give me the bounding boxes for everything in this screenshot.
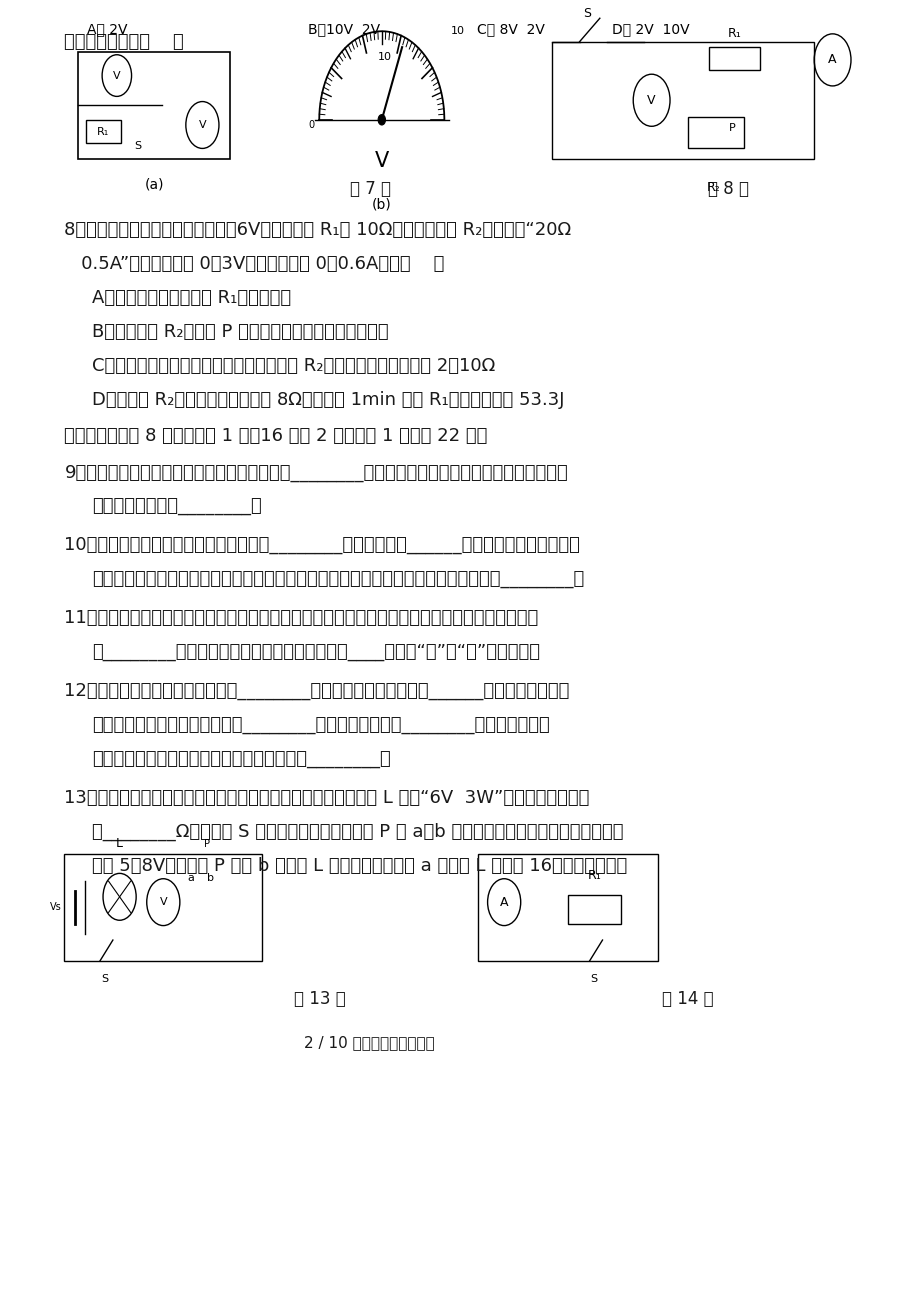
Bar bbox=[551, 42, 813, 159]
Text: P: P bbox=[204, 838, 210, 849]
Text: 接线柱流出，还要注意被测电流不得超过它的________。: 接线柱流出，还要注意被测电流不得超过它的________。 bbox=[92, 750, 391, 768]
Bar bbox=[85, 120, 120, 143]
Text: (a): (a) bbox=[144, 178, 164, 191]
Text: 第 13 题: 第 13 题 bbox=[294, 990, 346, 1008]
Text: R₁: R₁ bbox=[727, 27, 740, 40]
Text: A、电压表测量的是电阵 R₁两端的电压: A、电压表测量的是电阵 R₁两端的电压 bbox=[92, 289, 290, 307]
Text: V: V bbox=[199, 120, 206, 130]
Text: V: V bbox=[159, 897, 167, 907]
Text: 10、能量守恒定律指出：能量既不会凭空________，也不会凭空______，它只能从一种形式转化: 10、能量守恒定律指出：能量既不会凭空________，也不会凭空______，… bbox=[64, 536, 580, 555]
Text: 端的电压分别为（    ）: 端的电压分别为（ ） bbox=[64, 33, 184, 51]
Text: 13、如下图所示的电路中，电源电压、灯丝电阵都保持不变，灯 L 标有“6V  3W”字样，灯泡的电阵: 13、如下图所示的电路中，电源电压、灯丝电阵都保持不变，灯 L 标有“6V 3W… bbox=[64, 789, 589, 807]
Text: V: V bbox=[647, 94, 655, 107]
Bar bbox=[78, 52, 230, 159]
Text: R₁: R₁ bbox=[587, 868, 601, 881]
Text: A: A bbox=[827, 53, 836, 66]
Text: S: S bbox=[590, 974, 597, 984]
Bar bbox=[568, 894, 621, 923]
Text: 围是 5～8V；且滑片 P 位于 b 点时灯 L 的功率是滑片位于 a 点时灯 L 功率的 16倍，电源电压是: 围是 5～8V；且滑片 P 位于 b 点时灯 L 的功率是滑片位于 a 点时灯 … bbox=[92, 857, 627, 875]
Text: 第 14 题: 第 14 题 bbox=[662, 990, 713, 1008]
Circle shape bbox=[378, 115, 385, 125]
Text: V: V bbox=[113, 70, 120, 81]
Text: D、变阵器 R₂接入电路中的阵値是 8Ω时，通电 1min 电阵 R₁产生的热量是 53.3J: D、变阵器 R₂接入电路中的阵値是 8Ω时，通电 1min 电阵 R₁产生的热量… bbox=[92, 391, 564, 409]
Bar bbox=[709, 47, 759, 70]
Text: 第 8 题: 第 8 题 bbox=[708, 180, 749, 198]
Text: 10: 10 bbox=[450, 26, 464, 36]
Text: S: S bbox=[583, 7, 590, 20]
Text: 0.5A”，电压表量程 0～3V，电流表量程 0～0.6A。则（    ）: 0.5A”，电压表量程 0～3V，电流表量程 0～0.6A。则（ ） bbox=[64, 255, 444, 273]
Text: (b): (b) bbox=[371, 198, 391, 211]
Text: B、10V  2V: B、10V 2V bbox=[308, 22, 380, 36]
Text: 9、冷水泡茶慢慢浓，说明分子间的运动速度与________有关；一定量的水和酒精混合总体积变小，: 9、冷水泡茶慢慢浓，说明分子间的运动速度与________有关；一定量的水和酒精… bbox=[64, 464, 568, 482]
Bar bbox=[478, 854, 657, 961]
Text: b: b bbox=[207, 872, 214, 883]
Bar bbox=[687, 117, 743, 148]
Text: 2 / 10 文档可自由编辑打印: 2 / 10 文档可自由编辑打印 bbox=[303, 1035, 434, 1051]
Text: L: L bbox=[116, 837, 123, 850]
Text: S: S bbox=[134, 141, 142, 151]
Text: 8、如上图所示电路，电源电压恒为6V，定値电阵 R₁为 10Ω，滑动变阵器 R₂的规格为“20Ω: 8、如上图所示电路，电源电压恒为6V，定値电阵 R₁为 10Ω，滑动变阵器 R₂… bbox=[64, 221, 571, 240]
Text: R₂: R₂ bbox=[707, 181, 720, 194]
Text: 10: 10 bbox=[377, 52, 391, 62]
Text: D、 2V  10V: D、 2V 10V bbox=[611, 22, 688, 36]
Text: 二、填空题（公 8 小题，每空 1 分，16 题图 2 分每组线 1 分，公 22 分）: 二、填空题（公 8 小题，每空 1 分，16 题图 2 分每组线 1 分，公 2… bbox=[64, 427, 487, 445]
Text: C、 8V  2V: C、 8V 2V bbox=[476, 22, 544, 36]
Text: a: a bbox=[187, 872, 194, 883]
Text: P: P bbox=[729, 122, 735, 133]
Text: V: V bbox=[374, 151, 389, 172]
Text: S: S bbox=[101, 974, 108, 984]
Text: 11、梅江河是我们秀山人民的母亲河，它穿城而过，有效的调节了秀山城的环境气温，这是由于水: 11、梅江河是我们秀山人民的母亲河，它穿城而过，有效的调节了秀山城的环境气温，这… bbox=[64, 609, 538, 628]
Text: C、为保证电路中各元件安全工作，变阵器 R₂接入电路的阵値范围是 2～10Ω: C、为保证电路中各元件安全工作，变阵器 R₂接入电路的阵値范围是 2～10Ω bbox=[92, 357, 494, 375]
Text: 电器的电流，必须把它跟用电器________起来，并使电流从________接线柱流入，从: 电器的电流，必须把它跟用电器________起来，并使电流从________接线… bbox=[92, 716, 550, 734]
Text: 12、测量通过用电器电流的仪表叫________，它在电路图中的符号是______；要测量通过某用: 12、测量通过用电器电流的仪表叫________，它在电路图中的符号是_____… bbox=[64, 682, 569, 700]
Text: 的________大，在同样受热或冷却时，温度变化____（选填“大”或“小”）的缘故。: 的________大，在同样受热或冷却时，温度变化____（选填“大”或“小”）… bbox=[92, 643, 539, 661]
Text: R₁: R₁ bbox=[96, 126, 109, 137]
Text: B、当变阵器 R₂的滑片 P 向左移动时，电压表的示数变小: B、当变阵器 R₂的滑片 P 向左移动时，电压表的示数变小 bbox=[92, 323, 388, 341]
Text: 为其他形式，或者从一个物体转移到其他物体；在转化和转移过程中，能量的总量保持________。: 为其他形式，或者从一个物体转移到其他物体；在转化和转移过程中，能量的总量保持__… bbox=[92, 570, 584, 589]
Text: 0: 0 bbox=[309, 120, 314, 130]
Text: A、 2V: A、 2V bbox=[87, 22, 128, 36]
Text: A: A bbox=[499, 896, 508, 909]
Text: 是由于分子间存在________。: 是由于分子间存在________。 bbox=[92, 497, 262, 516]
Text: 第 7 题: 第 7 题 bbox=[349, 180, 391, 198]
Text: Vs: Vs bbox=[50, 902, 62, 913]
Text: 是________Ω；当开关 S 闭合，滑动变阵器的滑片 P 在 a、b 两点间移动时，电压表示数的变化范: 是________Ω；当开关 S 闭合，滑动变阵器的滑片 P 在 a、b 两点间… bbox=[92, 823, 623, 841]
Bar bbox=[64, 854, 262, 961]
